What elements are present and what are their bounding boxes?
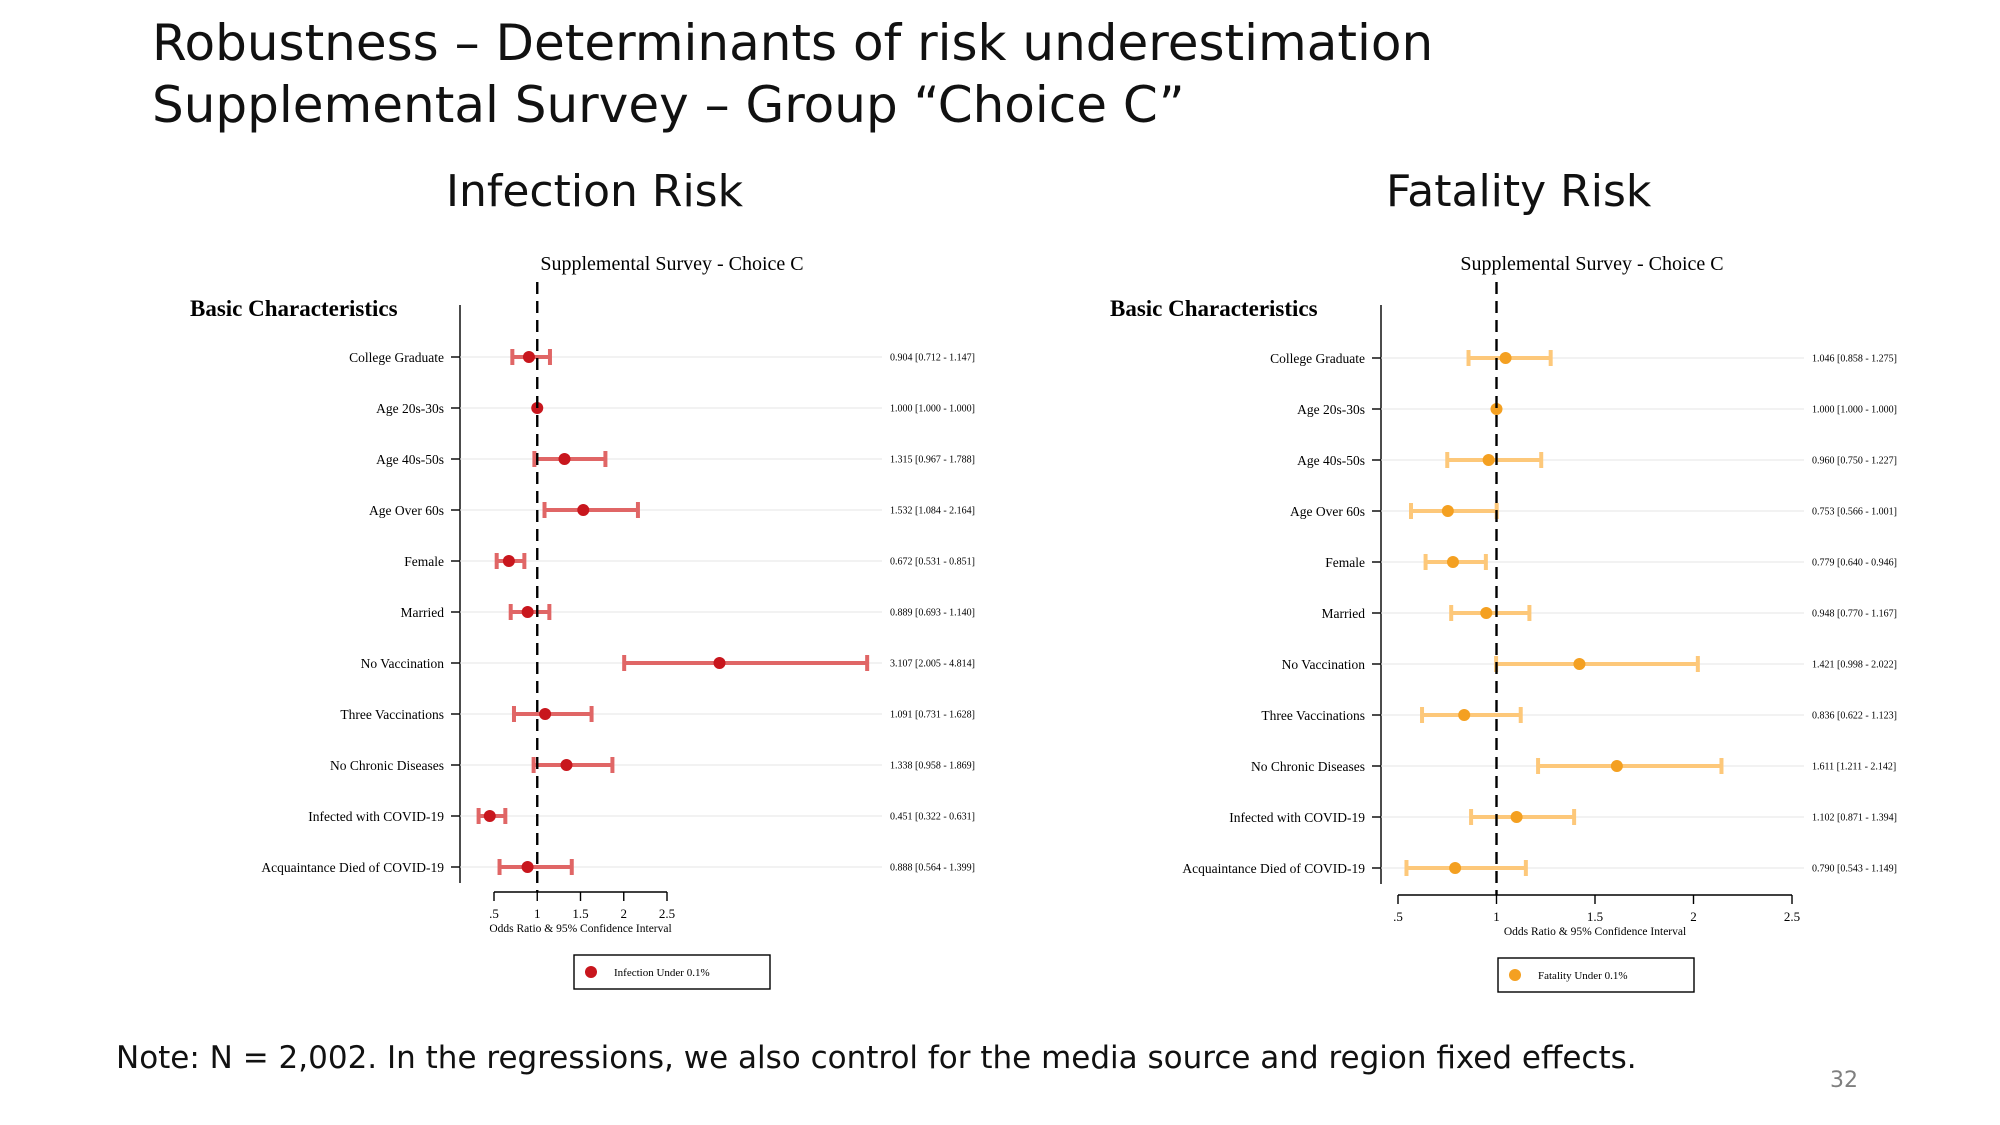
chart1-category-label: College Graduate — [1270, 351, 1365, 366]
chart1-point-estimate — [1610, 760, 1623, 772]
chart0-point-estimate — [539, 708, 552, 720]
chart1-value-label: 0.779 [0.640 - 0.946] — [1812, 558, 1897, 569]
chart1-category-label: Age 20s-30s — [1297, 402, 1365, 417]
chart0-value-label: 1.532 [1.084 - 2.164] — [890, 506, 975, 517]
chart0-legend-box — [573, 954, 771, 990]
chart1-value-label: 1.611 [1.211 - 2.142] — [1812, 762, 1896, 773]
chart1-point-estimate — [1573, 658, 1586, 670]
chart0-category-label: Age 40s-50s — [376, 452, 444, 467]
chart0-subtitle: Supplemental Survey - Choice C — [540, 253, 803, 275]
chart1-category-label: No Vaccination — [1282, 657, 1366, 672]
chart0-value-label: 1.091 [0.731 - 1.628] — [890, 710, 975, 721]
chart1-group-label: Basic Characteristics — [1110, 296, 1318, 321]
chart0-value-label: 0.889 [0.693 - 1.140] — [890, 608, 975, 619]
chart1-category-label: No Chronic Diseases — [1251, 759, 1365, 774]
chart1-x-tick-label: 2 — [1690, 909, 1697, 924]
chart0-point-estimate — [558, 453, 571, 465]
chart0-x-tick-label: .5 — [489, 906, 499, 921]
chart1-point-estimate — [1449, 862, 1462, 874]
chart1-point-estimate — [1480, 607, 1493, 619]
chart0-category-label: Infected with COVID-19 — [308, 809, 444, 824]
slide-title: Robustness – Determinants of risk undere… — [152, 12, 1433, 136]
page-number: 32 — [1830, 1068, 1858, 1093]
chart0-value-label: 0.888 [0.564 - 1.399] — [890, 863, 975, 874]
chart0-point-estimate — [502, 555, 515, 567]
chart0-point-estimate — [560, 759, 573, 771]
chart0-legend-marker — [585, 966, 597, 978]
chart1-point-estimate — [1446, 556, 1459, 568]
chart0-group-label: Basic Characteristics — [190, 296, 398, 321]
chart1-legend-marker — [1509, 969, 1521, 981]
chart1-x-axis-label: Odds Ratio & 95% Confidence Interval — [1504, 926, 1686, 938]
chart0-category-label: No Chronic Diseases — [330, 758, 444, 773]
chart1-value-label: 1.102 [0.871 - 1.394] — [1812, 813, 1897, 824]
chart1-x-tick-label: 2.5 — [1784, 909, 1800, 924]
chart1-value-label: 0.960 [0.750 - 1.227] — [1812, 456, 1897, 467]
chart0-category-label: No Vaccination — [361, 656, 445, 671]
chart0-x-tick-label: 2.5 — [659, 906, 675, 921]
chart1-x-tick-label: 1 — [1493, 909, 1500, 924]
chart0-point-estimate — [577, 504, 590, 516]
chart0-point-estimate — [522, 351, 535, 363]
chart0-value-label: 0.451 [0.322 - 0.631] — [890, 812, 975, 823]
chart1-value-label: 1.046 [0.858 - 1.275] — [1812, 354, 1897, 365]
chart0-category-label: College Graduate — [349, 350, 444, 365]
chart0-value-label: 1.338 [0.958 - 1.869] — [890, 761, 975, 772]
chart1-category-label: Female — [1325, 555, 1365, 570]
chart1-point-estimate — [1490, 403, 1503, 415]
slide-title-line1: Robustness – Determinants of risk undere… — [152, 14, 1434, 72]
chart0-point-estimate — [713, 657, 726, 669]
chart0-point-estimate — [521, 606, 534, 618]
chart1-legend-label: Fatality Under 0.1% — [1538, 970, 1628, 982]
chart0-category-label: Three Vaccinations — [340, 707, 444, 722]
chart1-value-label: 0.753 [0.566 - 1.001] — [1812, 507, 1897, 518]
chart1-category-label: Three Vaccinations — [1261, 708, 1365, 723]
fatality-risk-panel-title: Fatality Risk — [1386, 166, 1652, 217]
chart1-category-label: Acquaintance Died of COVID-19 — [1182, 861, 1365, 876]
chart0-point-estimate — [483, 810, 496, 822]
chart0-category-label: Age Over 60s — [369, 503, 444, 518]
chart1-legend-box — [1497, 957, 1695, 993]
chart1-category-label: Married — [1322, 606, 1366, 621]
infection-risk-panel-title: Infection Risk — [446, 166, 744, 217]
chart0-category-label: Age 20s-30s — [376, 401, 444, 416]
chart1-point-estimate — [1482, 454, 1495, 466]
chart1-value-label: 0.790 [0.543 - 1.149] — [1812, 864, 1897, 875]
chart1-subtitle: Supplemental Survey - Choice C — [1460, 253, 1723, 275]
chart0-value-label: 0.672 [0.531 - 0.851] — [890, 557, 975, 568]
chart1-category-label: Age 40s-50s — [1297, 453, 1365, 468]
chart1-x-tick-label: .5 — [1393, 909, 1403, 924]
chart1-value-label: 0.948 [0.770 - 1.167] — [1812, 609, 1897, 620]
chart1-category-label: Infected with COVID-19 — [1229, 810, 1365, 825]
chart1-x-tick-label: 1.5 — [1587, 909, 1603, 924]
chart0-value-label: 3.107 [2.005 - 4.814] — [890, 659, 975, 670]
chart1-point-estimate — [1458, 709, 1471, 721]
chart1-category-label: Age Over 60s — [1290, 504, 1365, 519]
chart0-x-tick-label: 2 — [621, 906, 628, 921]
footnote: Note: N = 2,002. In the regressions, we … — [116, 1040, 1637, 1076]
chart0-category-label: Acquaintance Died of COVID-19 — [261, 860, 444, 875]
chart0-value-label: 1.000 [1.000 - 1.000] — [890, 404, 975, 415]
chart0-x-tick-label: 1.5 — [572, 906, 588, 921]
chart1-point-estimate — [1441, 505, 1454, 517]
chart0-category-label: Female — [404, 554, 444, 569]
chart0-value-label: 1.315 [0.967 - 1.788] — [890, 455, 975, 466]
chart1-point-estimate — [1510, 811, 1523, 823]
chart0-x-axis-label: Odds Ratio & 95% Confidence Interval — [489, 923, 671, 935]
chart0-legend-label: Infection Under 0.1% — [614, 967, 710, 979]
chart1-value-label: 1.421 [0.998 - 2.022] — [1812, 660, 1897, 671]
chart0-category-label: Married — [401, 605, 445, 620]
chart1-point-estimate — [1499, 352, 1512, 364]
chart1-value-label: 1.000 [1.000 - 1.000] — [1812, 405, 1897, 416]
chart0-point-estimate — [521, 861, 534, 873]
slide-title-line2: Supplemental Survey – Group “Choice C” — [152, 76, 1185, 134]
chart0-value-label: 0.904 [0.712 - 1.147] — [890, 353, 975, 364]
chart0-x-tick-label: 1 — [534, 906, 541, 921]
chart1-value-label: 0.836 [0.622 - 1.123] — [1812, 711, 1897, 722]
